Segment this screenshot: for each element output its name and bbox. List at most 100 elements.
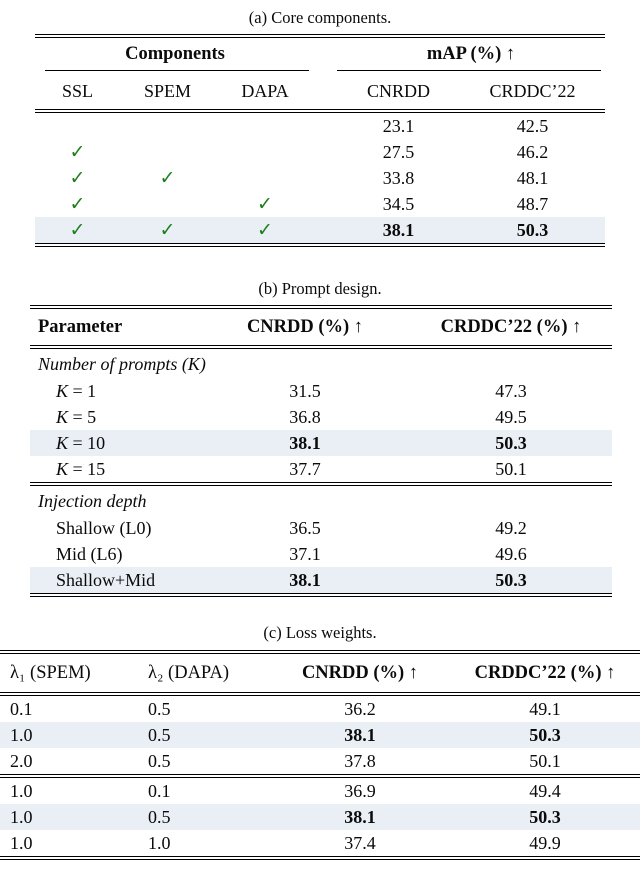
cell-check-ssl: ✓	[35, 139, 120, 165]
cell-value-crddc: 47.3	[495, 381, 527, 402]
col-header-ssl: SSL	[61, 81, 94, 102]
cell-check-spem	[120, 113, 215, 139]
cell-value-cnrdd: 37.8	[344, 751, 376, 772]
rule-cell	[30, 482, 612, 487]
check-icon: ✓	[69, 141, 86, 164]
cell-parameter: Shallow+Mid	[30, 567, 200, 594]
cell-check-spem: ✓	[120, 165, 215, 191]
cell-lambda2: 0.5	[148, 699, 171, 720]
cell-check-dapa	[215, 139, 315, 165]
cell-value-crddc: 49.4	[529, 781, 561, 802]
cell-lambda1: 1.0	[0, 804, 130, 831]
cell-lambda2: 0.5	[148, 751, 171, 772]
col-header-parameter: Parameter	[38, 317, 123, 338]
table-row: 2.0 0.5 37.8 50.1	[0, 748, 640, 774]
cell-parameter: K = 5	[56, 407, 97, 428]
check-icon: ✓	[257, 219, 273, 242]
ablation-figure: (a) Core components. Components mAP (%) …	[0, 6, 640, 861]
bottom-rule	[0, 856, 640, 861]
col-header-cnrdd: CNRDD (%) ↑	[246, 317, 364, 338]
table-row: Shallow+Mid 38.1 50.3	[30, 567, 612, 594]
cell-value-crddc: 50.3	[410, 430, 612, 457]
table-loss-weights: λ₁ (SPEM) λ₂ (DAPA) CNRDD (%) ↑ CRDDC’22…	[0, 650, 640, 861]
cell-check-spem	[120, 139, 215, 165]
group-header-row: Components mAP (%) ↑	[35, 38, 605, 70]
cell-parameter: K = 15	[56, 459, 106, 480]
map-group-header: mAP (%) ↑	[426, 44, 516, 64]
cell-value-cnrdd: 37.4	[344, 833, 376, 854]
table-prompt-design: Parameter CNRDD (%) ↑ CRDDC’22 (%) ↑ Num…	[30, 305, 612, 598]
header-rule	[30, 345, 612, 350]
section-title-row: Injection depth	[30, 486, 612, 515]
top-rule	[30, 305, 612, 310]
bottom-rule	[35, 243, 605, 248]
cell-value-cnrdd: 27.5	[382, 142, 415, 163]
cell-check-ssl: ✓	[35, 191, 120, 217]
cell-value-cnrdd: 36.2	[344, 699, 376, 720]
cell-value-cnrdd: 38.1	[200, 430, 410, 457]
column-gap	[315, 38, 337, 70]
cell-parameter: K = 10	[30, 430, 200, 457]
cell-value-crddc: 49.9	[529, 833, 561, 854]
cell-value-crddc: 48.7	[516, 194, 549, 215]
group-separator-rule	[30, 482, 612, 487]
components-group-header: Components	[125, 44, 225, 64]
header-rule	[0, 692, 640, 697]
check-icon: ✓	[159, 219, 176, 242]
col-header-cnrdd: CNRDD (%) ↑	[301, 663, 419, 684]
table-row: ✓ ✓ 34.5 48.7	[35, 191, 605, 217]
cell-value-crddc: 46.2	[516, 142, 549, 163]
header-rule	[35, 109, 605, 114]
col-header-crddc: CRDDC’22 (%) ↑	[474, 663, 616, 684]
cell-value-cnrdd: 38.1	[270, 804, 450, 831]
table-row: Shallow (L0) 36.5 49.2	[30, 515, 612, 541]
cell-value-crddc: 49.5	[495, 407, 527, 428]
section-title-row: Number of prompts (K)	[30, 349, 612, 378]
caption-core-components: (a) Core components.	[248, 8, 392, 27]
cell-check-spem: ✓	[120, 217, 215, 244]
table-core-components: Components mAP (%) ↑ SSL SPEM DAPA CNRDD…	[35, 34, 605, 248]
table-row: 1.0 0.5 38.1 50.3	[0, 722, 640, 749]
table-row: K = 10 38.1 50.3	[30, 430, 612, 457]
check-icon: ✓	[159, 167, 176, 190]
table-a-body: 23.1 42.5 ✓ 27.5 46.2 ✓ ✓ 33.8 48.1 ✓ ✓ 34.5 48.7 ✓ ✓ ✓…	[35, 113, 605, 244]
cell-parameter: Shallow (L0)	[56, 518, 152, 539]
cell-value-cnrdd: 33.8	[382, 168, 415, 189]
cell-check-ssl: ✓	[35, 165, 120, 191]
cell-value-crddc: 49.2	[495, 518, 527, 539]
cell-lambda1: 1.0	[10, 833, 33, 854]
header-row: Parameter CNRDD (%) ↑ CRDDC’22 (%) ↑	[30, 309, 612, 345]
cell-lambda2: 0.1	[148, 781, 171, 802]
cell-value-crddc: 50.1	[495, 459, 527, 480]
cell-value-cnrdd: 23.1	[382, 116, 415, 137]
cell-check-dapa: ✓	[215, 217, 315, 244]
table-row: 0.1 0.5 36.2 49.1	[0, 696, 640, 722]
table-row: ✓ ✓ 33.8 48.1	[35, 165, 605, 191]
cell-value-crddc: 50.3	[450, 722, 640, 749]
cell-value-crddc: 50.3	[410, 567, 612, 594]
cell-value-cnrdd: 36.8	[289, 407, 321, 428]
caption-prompt-design: (b) Prompt design.	[258, 279, 382, 299]
column-gap	[315, 113, 337, 139]
check-icon: ✓	[69, 219, 86, 242]
cell-lambda2: 1.0	[148, 833, 171, 854]
table-row: K = 5 36.8 49.5	[30, 404, 612, 430]
col-header-dapa: DAPA	[241, 81, 289, 102]
cell-value-cnrdd: 37.7	[289, 459, 321, 480]
column-gap	[315, 73, 337, 109]
cell-value-cnrdd: 38.1	[200, 567, 410, 594]
cell-value-cnrdd: 31.5	[289, 381, 321, 402]
cell-value-crddc: 42.5	[516, 116, 549, 137]
cmidrule-row	[35, 70, 605, 73]
check-icon: ✓	[69, 193, 86, 216]
top-rule	[0, 650, 640, 655]
check-icon: ✓	[257, 193, 273, 216]
cell-check-dapa: ✓	[215, 191, 315, 217]
caption-loss-weights: (c) Loss weights.	[263, 623, 377, 643]
table-row: ✓ ✓ ✓ 38.1 50.3	[35, 217, 605, 244]
rule-cell	[0, 774, 640, 779]
cell-value-cnrdd: 38.1	[337, 217, 460, 244]
cell-value-crddc: 50.3	[450, 804, 640, 831]
col-header-lambda2: λ₂ (DAPA)	[148, 663, 230, 684]
cell-check-ssl	[35, 113, 120, 139]
